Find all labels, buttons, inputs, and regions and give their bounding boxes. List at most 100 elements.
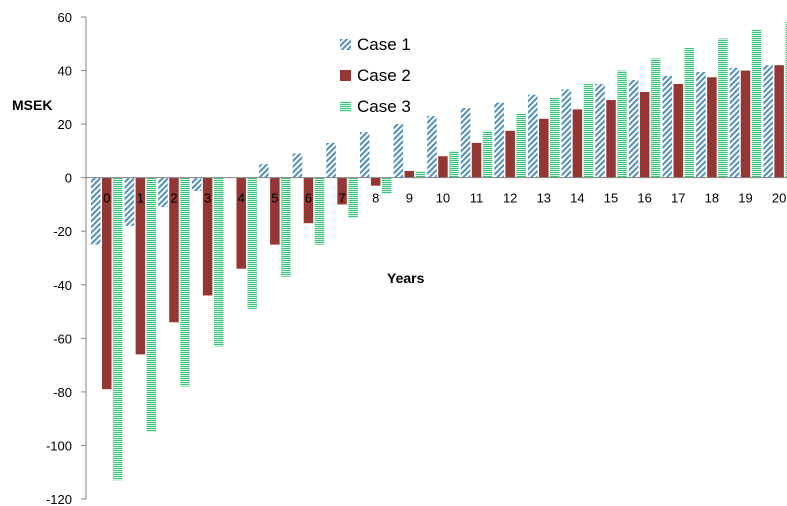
bar-case-3-year-13 (550, 97, 560, 178)
bar-case-1-year-15 (595, 83, 605, 178)
y-tick-label: 60 (58, 10, 72, 25)
bar-case-2-year-17 (673, 83, 684, 178)
bar-case-2-year-20 (774, 65, 784, 178)
bar-case-3-year-11 (482, 130, 493, 178)
x-axis-title: Years (387, 270, 425, 286)
bar-case-3-year-20 (785, 21, 787, 178)
bar-case-1-year-20 (763, 65, 773, 178)
bar-case-3-year-12 (516, 113, 526, 178)
legend-label-case-3: Case 3 (357, 97, 411, 116)
y-tick-label: -60 (53, 331, 72, 346)
bar-case-3-year-1 (146, 177, 157, 433)
y-tick-label: -80 (53, 385, 72, 400)
x-tick-label: 16 (637, 191, 651, 206)
bar-case-1-year-5 (259, 164, 269, 178)
bar-case-1-year-17 (662, 75, 673, 178)
bar-case-2-year-10 (438, 156, 448, 178)
bar-case-3-year-18 (718, 38, 728, 178)
bar-case-1-year-2 (158, 177, 168, 208)
x-tick-label: 13 (537, 191, 551, 206)
x-tick-label: 2 (170, 191, 177, 206)
bar-case-1-year-11 (460, 108, 471, 178)
bar-case-1-year-14 (561, 89, 572, 178)
x-tick-label: 9 (406, 191, 413, 206)
x-axis: 0 1 2 3 4 5 6 7 8 9 10 11 12 13 14 15 16 17 18 19 20 (86, 177, 787, 206)
bar-case-3-year-14 (583, 83, 594, 178)
bar-case-1-year-12 (494, 102, 504, 178)
bar-case-3-year-4 (247, 177, 257, 309)
bar-case-3-year-8 (381, 177, 392, 194)
bar-case-1-year-18 (696, 71, 706, 178)
bar-case-3-year-10 (449, 150, 459, 178)
bar-case-3-year-15 (617, 70, 627, 178)
bar-case-1-year-9 (393, 124, 404, 178)
legend-swatch-case-1 (340, 39, 351, 50)
bar-case-3-year-16 (650, 58, 661, 178)
bar-case-2-year-11 (471, 142, 482, 178)
bars-group (91, 21, 787, 481)
bar-case-1-year-7 (326, 142, 336, 178)
bar-case-2-year-5 (270, 177, 280, 245)
bar-case-1-year-0 (91, 177, 101, 245)
x-tick-label: 1 (137, 191, 144, 206)
bar-case-3-year-5 (281, 177, 291, 277)
bar-case-2-year-7 (337, 177, 347, 205)
bar-case-1-year-8 (359, 132, 370, 178)
y-tick-label: -120 (46, 492, 72, 506)
bar-case-1-year-1 (124, 177, 135, 226)
bar-case-1-year-16 (628, 79, 639, 178)
y-axis-title: MSEK (12, 97, 52, 113)
bar-case-2-year-2 (169, 177, 179, 323)
y-tick-label: -20 (53, 224, 72, 239)
bar-case-1-year-3 (191, 177, 202, 192)
bar-case-3-year-0 (113, 177, 123, 481)
y-axis: -120 -100 -80 -60 -40 -20 0 20 40 60 (46, 10, 87, 506)
bar-case-2-year-0 (102, 177, 112, 390)
bar-case-2-year-12 (505, 130, 515, 178)
bar-case-2-year-8 (370, 177, 381, 186)
bar-case-2-year-15 (606, 100, 616, 178)
x-tick-label: 20 (772, 191, 786, 206)
bar-case-2-year-19 (740, 70, 751, 178)
x-tick-label: 19 (738, 191, 752, 206)
legend-label-case-1: Case 1 (357, 35, 411, 54)
bar-case-3-year-9 (415, 170, 426, 178)
bar-case-2-year-1 (135, 177, 146, 355)
x-tick-label: 8 (372, 191, 379, 206)
bar-case-3-year-7 (348, 177, 358, 218)
bar-case-2-year-18 (707, 77, 717, 178)
x-tick-label: 3 (204, 191, 211, 206)
x-tick-label: 14 (570, 191, 584, 206)
x-tick-label: 5 (271, 191, 278, 206)
bar-case-3-year-6 (314, 177, 325, 245)
x-tick-label: 7 (338, 191, 345, 206)
bar-case-3-year-2 (180, 177, 190, 387)
x-tick-label: 4 (238, 191, 245, 206)
bar-case-2-year-13 (539, 118, 549, 178)
x-tick-label: 12 (503, 191, 517, 206)
bar-case-2-year-3 (202, 177, 213, 296)
y-tick-label: 20 (58, 117, 72, 132)
bar-case-3-year-3 (213, 177, 224, 347)
legend-swatch-case-3 (340, 101, 351, 112)
legend-label-case-2: Case 2 (357, 66, 411, 85)
x-tick-label: 10 (436, 191, 450, 206)
x-tick-label: 6 (305, 191, 312, 206)
x-tick-label: 15 (604, 191, 618, 206)
x-tick-label: 11 (470, 191, 484, 206)
x-tick-label: 17 (671, 191, 685, 206)
bar-case-1-year-6 (292, 153, 303, 178)
bar-case-2-year-14 (572, 109, 583, 178)
bar-case-1-year-10 (427, 116, 437, 178)
bar-case-1-year-13 (528, 94, 538, 178)
bar-case-2-year-16 (639, 91, 650, 178)
y-tick-label: -100 (46, 438, 72, 453)
y-tick-label: 40 (58, 64, 72, 79)
bar-case-2-year-9 (404, 170, 415, 178)
x-tick-label: 18 (705, 191, 719, 206)
legend: Case 1 Case 2 Case 3 (340, 35, 411, 116)
y-tick-label: -40 (53, 278, 72, 293)
bar-case-2-year-6 (303, 177, 314, 224)
bar-case-3-year-17 (684, 47, 695, 178)
